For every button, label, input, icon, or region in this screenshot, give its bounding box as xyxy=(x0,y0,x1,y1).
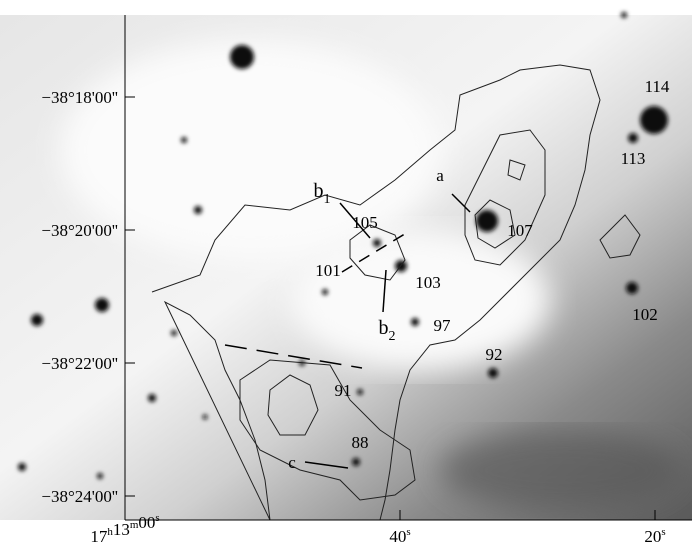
source-label: 103 xyxy=(415,273,441,292)
source-label: 107 xyxy=(507,221,533,240)
source-label: 113 xyxy=(621,149,646,168)
source-label: 97 xyxy=(434,316,452,335)
source-label: 101 xyxy=(315,261,341,280)
source-label: 114 xyxy=(645,77,670,96)
source-label: 88 xyxy=(352,433,369,452)
dec-tick-label: −38°20'00'' xyxy=(41,221,118,240)
source-label: a xyxy=(436,166,444,185)
source-label: 91 xyxy=(335,381,352,400)
ra-tick-label: 40s xyxy=(389,526,410,546)
source-label: 102 xyxy=(632,305,658,324)
dec-tick-label: −38°18'00'' xyxy=(41,88,118,107)
source-label: c xyxy=(288,453,296,472)
dec-tick-label: −38°22'00'' xyxy=(41,354,118,373)
source-label: 105 xyxy=(352,213,378,232)
dec-tick-label: −38°24'00'' xyxy=(41,487,118,506)
figure: −38°18'00'' −38°20'00'' −38°22'00'' −38°24'… xyxy=(0,0,692,550)
ra-tick-label: 20s xyxy=(644,526,665,546)
source-label: 92 xyxy=(486,345,503,364)
